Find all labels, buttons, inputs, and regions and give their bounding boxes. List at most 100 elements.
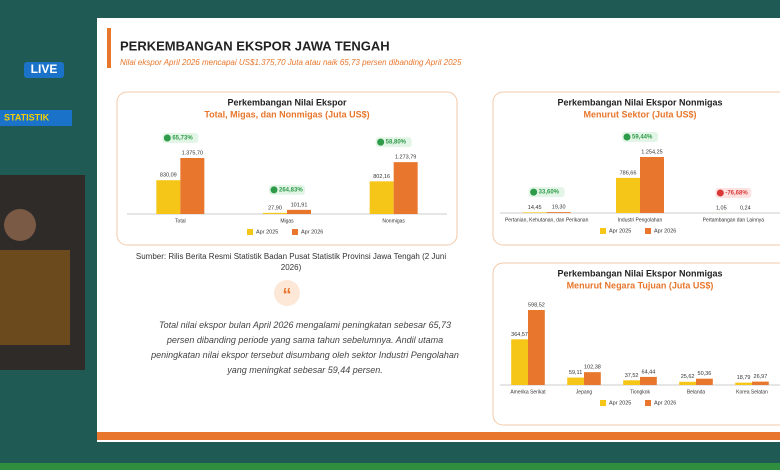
x-tick-label: Amerika Serikat: [510, 389, 546, 395]
growth-badge: [715, 187, 752, 198]
live-badge: [24, 62, 64, 78]
growth-badge: [375, 137, 412, 148]
value-label: 101,91: [291, 202, 308, 208]
value-label: 1.375,70: [182, 150, 203, 156]
chart-title: Perkembangan Nilai Ekspor: [227, 97, 347, 107]
legend-swatch: [600, 228, 606, 234]
x-tick-label: Jepang: [576, 389, 593, 395]
source: Sumber: Rilis Berita Resmi Statistik Bad…: [135, 252, 447, 272]
x-tick-label: Belanda: [687, 389, 706, 395]
bar: [584, 372, 601, 385]
bar: [567, 377, 584, 385]
legend-swatch: [645, 400, 651, 406]
bar: [640, 376, 657, 385]
x-tick-label: Pertanian, Kehutanan, dan Perikanan: [505, 217, 589, 223]
banner-text: STATISTIK: [4, 112, 50, 122]
quote-text: Total nilai ekspor bulan April 2026 meng…: [151, 320, 459, 375]
bar: [528, 310, 545, 385]
growth-badge: [269, 184, 305, 195]
value-label: 102,38: [584, 365, 601, 371]
bar: [511, 339, 528, 385]
value-label: 50,36: [698, 371, 712, 377]
growth-icon: [623, 133, 631, 141]
growth-icon: [270, 186, 278, 194]
value-label: 18,79: [737, 375, 751, 381]
growth-label: -76,68%: [725, 191, 748, 197]
value-label: 786,66: [620, 170, 637, 176]
growth-badge: [622, 132, 658, 142]
legend-label: Apr 2026: [654, 400, 676, 406]
bar: [546, 212, 571, 213]
quote-icon: [274, 280, 300, 306]
presenter-head: [4, 209, 36, 241]
growth-badge: [162, 133, 199, 143]
growth-label: 59,44%: [632, 135, 653, 141]
x-tick-label: Total: [175, 218, 186, 224]
x-tick-label: Industri Pengolahan: [618, 217, 663, 223]
bar: [156, 180, 181, 214]
bar: [393, 162, 418, 214]
slide: [97, 18, 780, 442]
value-label: 37,52: [625, 373, 639, 379]
growth-badge: [528, 187, 565, 198]
x-tick-label: Pertambangan dan Lainnya: [703, 217, 765, 223]
value-label: 1.254,25: [641, 149, 662, 155]
growth-label: 264,83%: [279, 187, 303, 193]
legend-label: Apr 2025: [256, 229, 278, 235]
value-label: 364,57: [511, 332, 528, 338]
chart-subtitle: Menurut Sektor (Juta US$): [583, 109, 696, 119]
chart-title: Perkembangan Nilai Ekspor Nonmigas: [557, 268, 722, 278]
bar: [623, 380, 640, 385]
value-label: 0,24: [740, 205, 751, 211]
legend-swatch: [292, 229, 298, 235]
growth-label: 58,80%: [386, 140, 407, 146]
x-tick-label: Migas: [280, 218, 294, 224]
bar: [640, 157, 664, 213]
bar: [263, 212, 287, 214]
live-text: LIVE: [31, 62, 58, 76]
value-label: 14,45: [528, 205, 542, 211]
ticker: [0, 463, 780, 470]
slide-title: PERKEMBANGAN EKSPOR JAWA TENGAH: [120, 38, 390, 53]
panel: [492, 91, 780, 246]
value-label: 1,05: [716, 205, 727, 211]
legend-swatch: [247, 229, 253, 235]
bar: [287, 209, 311, 214]
legend-label: Apr 2025: [609, 400, 631, 406]
value-label: 598,52: [528, 302, 545, 308]
quote-mark: “: [283, 285, 292, 305]
growth-label: 33,60%: [539, 190, 560, 196]
bar: [696, 378, 713, 385]
bar: [616, 177, 640, 213]
value-label: 802,16: [373, 174, 390, 180]
value-label: 19,30: [552, 205, 566, 211]
slide-subtitle: Nilai ekspor April 2026 mencapai US$1.37…: [120, 58, 462, 67]
legend-label: Apr 2026: [654, 228, 676, 234]
bar: [752, 381, 769, 385]
legend-label: Apr 2025: [609, 228, 631, 234]
legend-swatch: [600, 400, 606, 406]
x-tick-label: Nonmigas: [382, 218, 405, 224]
bar: [679, 381, 696, 385]
value-label: 25,62: [681, 374, 695, 380]
panel: [116, 91, 458, 246]
value-label: 830,09: [160, 173, 177, 179]
value-label: 1.273,79: [395, 155, 416, 161]
growth-label: 65,73%: [172, 136, 193, 142]
growth-icon: [163, 134, 171, 142]
growth-icon: [716, 189, 724, 197]
growth-icon: [530, 188, 538, 196]
value-label: 64,44: [642, 369, 656, 375]
value-label: 26,97: [754, 374, 768, 380]
panel: [492, 262, 780, 426]
legend-swatch: [645, 228, 651, 234]
slide-footer: [97, 432, 780, 440]
x-tick-label: Korea Selatan: [736, 389, 768, 395]
value-label: 27,90: [268, 205, 282, 211]
banner-bar: [0, 110, 72, 126]
presenter-body: [0, 250, 70, 345]
value-label: 59,11: [569, 370, 582, 376]
legend-label: Apr 2026: [301, 229, 323, 235]
